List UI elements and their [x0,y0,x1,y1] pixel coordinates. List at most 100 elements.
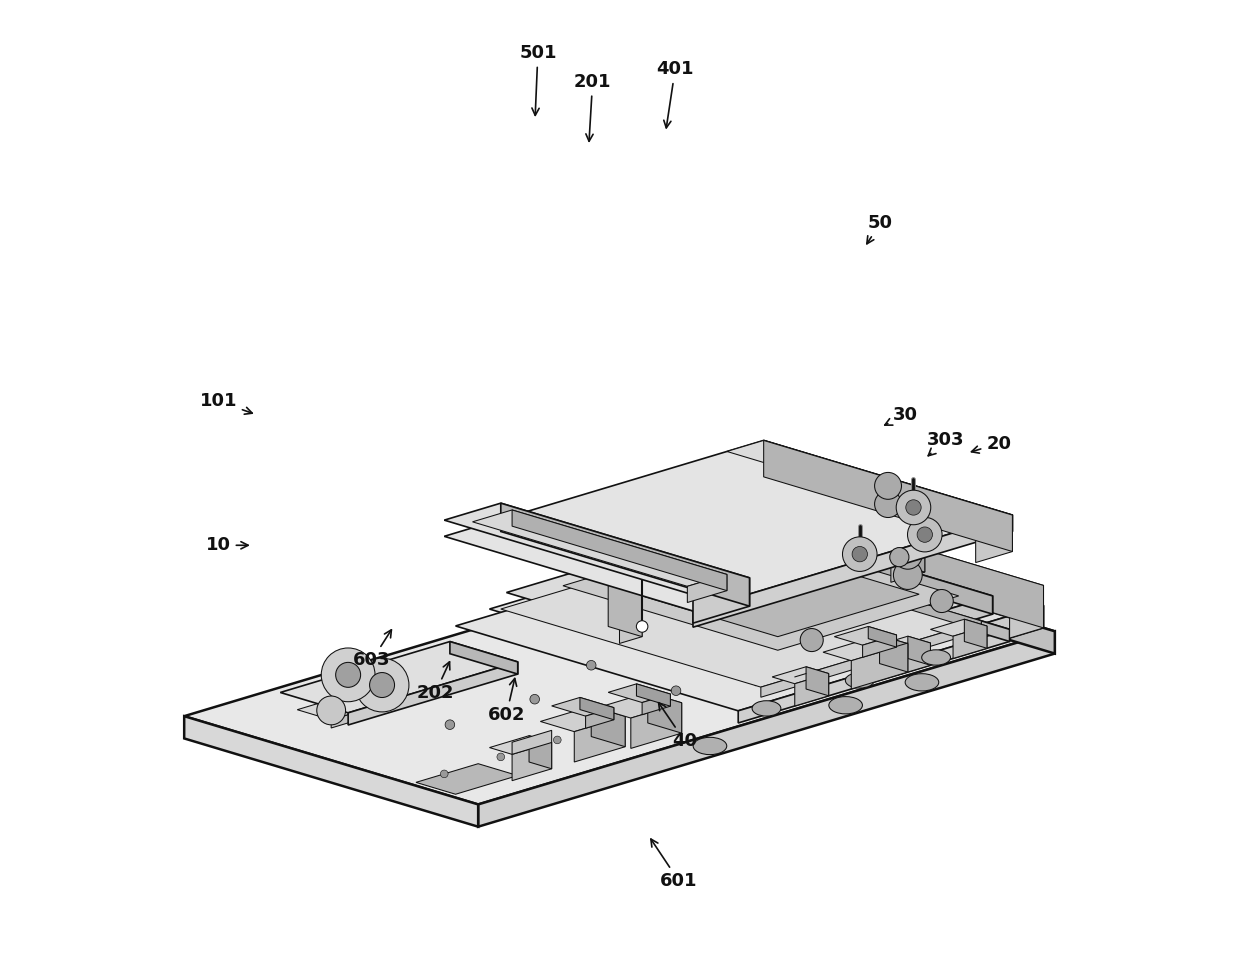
Polygon shape [512,510,727,590]
Polygon shape [472,510,727,587]
Polygon shape [823,532,924,562]
Ellipse shape [693,737,727,755]
Polygon shape [501,503,750,606]
Circle shape [369,673,394,698]
Circle shape [667,702,674,709]
Text: 202: 202 [416,661,453,702]
Polygon shape [608,558,642,636]
Polygon shape [869,627,897,647]
Circle shape [497,753,504,760]
Polygon shape [456,544,1010,710]
Circle shape [317,696,346,725]
Polygon shape [807,667,829,696]
Polygon shape [964,619,987,648]
Polygon shape [507,521,992,667]
Polygon shape [280,641,518,713]
Polygon shape [975,516,1012,563]
Polygon shape [873,636,930,653]
Text: 603: 603 [353,630,392,669]
Polygon shape [512,742,551,780]
Polygon shape [891,552,924,583]
Text: 601: 601 [650,839,698,890]
Polygon shape [823,636,908,660]
Polygon shape [416,764,518,794]
Polygon shape [620,568,642,643]
Polygon shape [763,441,1012,531]
Polygon shape [761,543,1054,654]
Polygon shape [763,441,1012,552]
Polygon shape [756,596,992,685]
Polygon shape [738,504,1043,595]
Circle shape [893,561,922,589]
Polygon shape [574,716,626,762]
Text: 101: 101 [199,393,253,414]
Polygon shape [738,630,1010,723]
Polygon shape [862,635,897,658]
Polygon shape [727,544,1010,641]
Ellipse shape [906,674,939,691]
Circle shape [672,685,681,695]
Polygon shape [772,504,1043,628]
Polygon shape [563,532,959,650]
Polygon shape [1010,586,1043,638]
Ellipse shape [829,697,862,714]
Polygon shape [834,627,897,645]
Circle shape [554,736,561,744]
Circle shape [852,546,867,562]
Polygon shape [693,516,1012,627]
Text: 201: 201 [574,73,611,141]
Circle shape [893,540,922,569]
Polygon shape [693,578,750,623]
Ellipse shape [752,701,781,716]
Polygon shape [586,558,642,575]
Text: 20: 20 [971,435,1011,453]
Circle shape [906,500,921,516]
Polygon shape [688,574,727,603]
Polygon shape [501,542,981,687]
Circle shape [610,719,618,727]
Polygon shape [450,641,518,674]
Polygon shape [908,636,930,665]
Text: 401: 401 [657,60,694,128]
Polygon shape [953,626,987,659]
Ellipse shape [922,650,950,665]
Polygon shape [529,735,551,769]
Polygon shape [597,692,681,718]
Polygon shape [761,621,981,697]
Polygon shape [185,543,1054,804]
Circle shape [608,571,631,594]
Polygon shape [772,524,1043,628]
Circle shape [875,472,902,499]
Polygon shape [642,694,670,714]
Circle shape [445,720,455,730]
Polygon shape [631,703,681,749]
Circle shape [440,770,449,778]
Polygon shape [648,692,681,733]
Polygon shape [551,697,613,716]
Polygon shape [445,441,1012,611]
Text: 30: 30 [885,406,918,425]
Polygon shape [489,524,1043,690]
Circle shape [930,589,953,612]
Polygon shape [331,669,501,728]
Polygon shape [608,543,919,636]
Polygon shape [637,684,670,707]
Polygon shape [478,632,1054,827]
Polygon shape [445,503,750,595]
Circle shape [917,527,933,542]
Polygon shape [489,735,551,755]
Polygon shape [727,441,1012,526]
Text: 50: 50 [867,214,893,244]
Polygon shape [185,716,478,827]
Polygon shape [512,731,551,755]
Polygon shape [930,619,987,636]
Circle shape [321,648,375,702]
Circle shape [890,547,909,566]
Polygon shape [467,659,501,677]
Polygon shape [880,636,908,672]
Polygon shape [743,521,992,614]
Polygon shape [297,659,501,720]
Text: 10: 10 [206,537,248,554]
Polygon shape [772,667,829,684]
Circle shape [843,537,877,571]
